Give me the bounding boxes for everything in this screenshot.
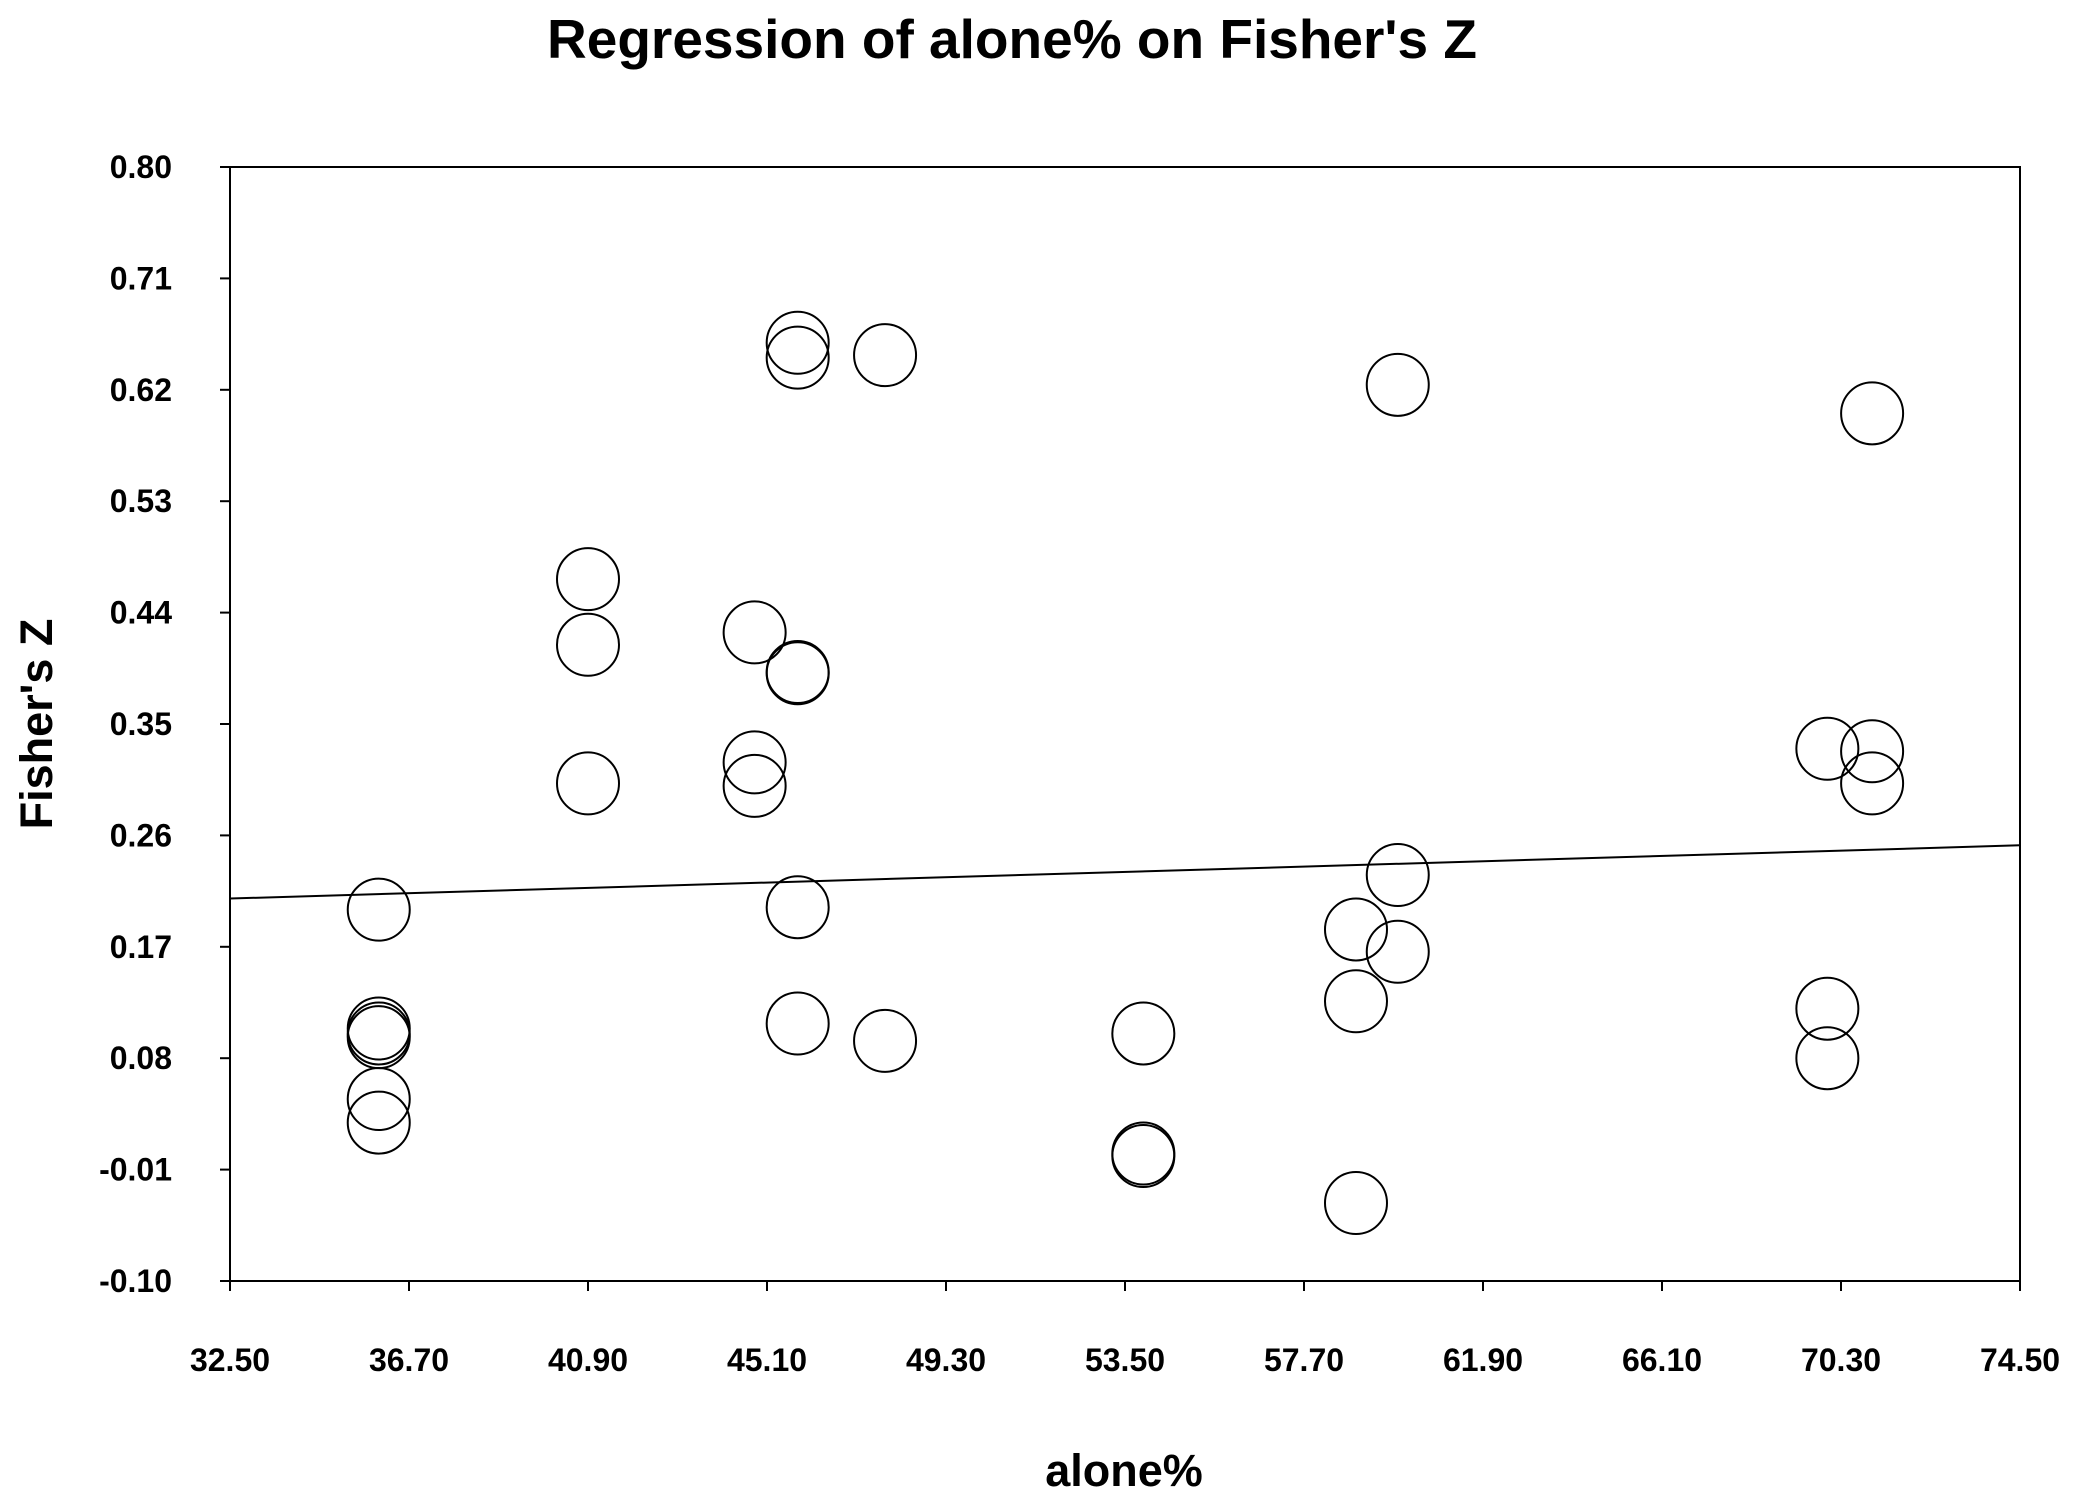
data-point — [556, 612, 620, 677]
data-point — [1795, 716, 1860, 781]
data-point — [1323, 969, 1388, 1034]
data-point — [722, 600, 787, 665]
y-axis-label: Fisher's Z — [11, 619, 62, 830]
data-points — [346, 310, 1905, 1236]
y-axis-ticks: 0.80 0.71 0.62 0.53 0.44 0.35 0.26 0.17 0.08 -0.0… — [99, 149, 230, 1299]
x-tick-label: 57.70 — [1264, 1342, 1344, 1378]
y-tick-label: 0.44 — [110, 595, 172, 631]
x-tick-label: 53.50 — [1085, 1342, 1165, 1378]
y-tick-label: 0.71 — [110, 260, 172, 296]
x-tick-label: 49.30 — [906, 1342, 986, 1378]
y-tick-label: -0.01 — [99, 1152, 172, 1188]
regression-line — [229, 844, 2021, 900]
data-point — [722, 730, 787, 795]
x-tick-label: 66.10 — [1622, 1342, 1702, 1378]
data-point — [556, 751, 620, 816]
data-point — [1111, 1121, 1176, 1186]
data-point — [765, 641, 830, 706]
data-point — [765, 310, 830, 375]
data-point — [765, 991, 830, 1056]
data-point — [1323, 897, 1388, 962]
data-point — [765, 325, 830, 390]
x-tick-label: 45.10 — [727, 1342, 807, 1378]
data-point — [346, 1001, 411, 1066]
x-axis-ticks: 32.50 36.70 40.90 45.10 49.30 53.50 57.70 61.90… — [190, 1281, 2060, 1378]
data-point — [853, 1008, 918, 1073]
data-point — [722, 753, 787, 818]
data-point — [1795, 976, 1860, 1041]
data-point — [556, 547, 620, 612]
data-point — [346, 1090, 411, 1155]
x-axis-label: alone% — [1045, 1445, 1203, 1496]
x-tick-label: 74.50 — [1980, 1342, 2060, 1378]
y-tick-label: 0.26 — [110, 817, 172, 853]
x-tick-label: 32.50 — [190, 1342, 270, 1378]
y-tick-label: 0.35 — [110, 706, 172, 742]
data-point — [1323, 1171, 1388, 1236]
y-tick-label: 0.08 — [110, 1040, 172, 1076]
x-tick-label: 70.30 — [1801, 1342, 1881, 1378]
data-point — [1840, 381, 1905, 446]
data-point — [1365, 843, 1430, 908]
data-point — [1795, 1026, 1860, 1091]
data-point — [1365, 352, 1430, 417]
x-tick-label: 61.90 — [1443, 1342, 1523, 1378]
data-point — [1840, 719, 1905, 784]
data-point — [1111, 1001, 1176, 1066]
y-tick-label: 0.62 — [110, 372, 172, 408]
x-tick-label: 40.90 — [548, 1342, 628, 1378]
x-tick-label: 36.70 — [369, 1342, 449, 1378]
data-point — [346, 1067, 411, 1132]
plot-area-frame — [229, 166, 2021, 1282]
data-point — [853, 323, 918, 388]
chart-title: Regression of alone% on Fisher's Z — [547, 8, 1477, 70]
y-tick-label: 0.80 — [110, 149, 172, 185]
data-point — [1111, 1123, 1176, 1188]
y-tick-label: 0.53 — [110, 483, 172, 519]
data-point — [1365, 919, 1430, 984]
data-point — [1840, 751, 1905, 816]
y-tick-label: 0.17 — [110, 929, 172, 965]
data-point — [346, 877, 411, 942]
y-tick-label: -0.10 — [99, 1263, 172, 1299]
regression-line-group — [229, 844, 2021, 900]
data-point — [765, 875, 830, 940]
